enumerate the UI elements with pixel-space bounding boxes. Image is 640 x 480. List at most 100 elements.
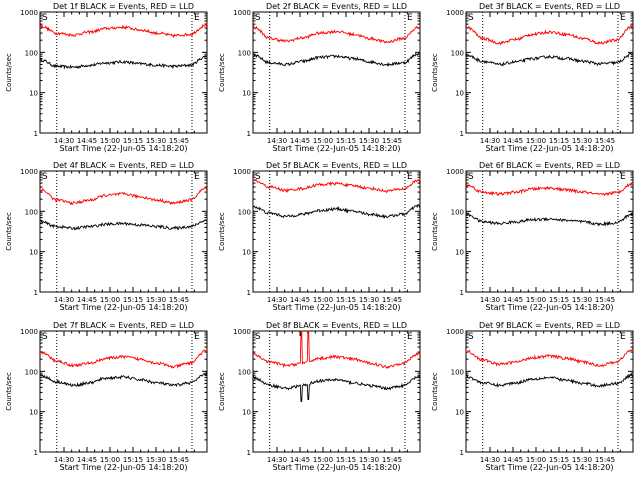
y-tick-label: 10: [455, 90, 464, 98]
x-tick-label: 14:30: [267, 456, 287, 464]
x-tick-label: 14:45: [290, 137, 310, 145]
x-tick-label: 15:15: [336, 296, 356, 304]
plot-frame: [252, 330, 421, 453]
y-axis-label: Counts/sec: [218, 53, 226, 92]
y-tick-label: 10: [455, 409, 464, 417]
y-tick-label: 10: [242, 249, 251, 257]
time-marker-e: E: [620, 332, 626, 342]
time-marker-s: S: [255, 172, 261, 182]
y-tick-label: 1000: [20, 168, 38, 176]
panel-det-4: Det 4f BLACK = Events, RED = LLD Counts/s…: [5, 161, 208, 312]
x-tick-label: 14:45: [503, 296, 523, 304]
x-tick-label: 15:30: [146, 456, 166, 464]
x-tick-label: 15:15: [549, 137, 569, 145]
plot-frame: [252, 11, 421, 134]
y-tick-label: 1: [460, 289, 464, 297]
time-marker-s: S: [42, 172, 48, 182]
y-tick-label: 1000: [233, 328, 251, 336]
x-tick-label: 15:00: [526, 296, 546, 304]
plot-frame: [465, 11, 634, 134]
y-tick-label: 10: [29, 409, 38, 417]
series-line-lld: [252, 330, 421, 370]
time-marker-s: S: [42, 332, 48, 342]
panel-title: Det 7f BLACK = Events, RED = LLD: [53, 321, 194, 330]
x-tick-label: 14:30: [267, 296, 287, 304]
x-tick-label: 14:30: [54, 137, 74, 145]
x-tick-label: 14:30: [480, 296, 500, 304]
x-tick-label: 15:15: [336, 456, 356, 464]
x-tick-label: 15:15: [549, 296, 569, 304]
x-axis-label: Start Time (22-Jun-05 14:18:20): [273, 463, 401, 472]
time-marker-s: S: [468, 13, 474, 23]
x-tick-label: 15:00: [100, 137, 120, 145]
y-tick-label: 1: [247, 289, 251, 297]
y-tick-label: 100: [238, 208, 251, 216]
x-axis-label: Start Time (22-Jun-05 14:18:20): [486, 303, 614, 312]
series-line-lld: [465, 24, 634, 46]
panel-title: Det 8f BLACK = Events, RED = LLD: [266, 321, 407, 330]
x-tick-label: 15:30: [572, 456, 592, 464]
y-tick-label: 1: [34, 130, 38, 138]
panel-det-9: Det 9f BLACK = Events, RED = LLD Counts/s…: [431, 321, 634, 472]
series-line-lld: [465, 348, 634, 368]
time-marker-e: E: [407, 13, 413, 23]
x-tick-label: 15:15: [336, 137, 356, 145]
y-tick-label: 1: [34, 449, 38, 457]
y-tick-label: 100: [451, 49, 464, 57]
y-tick-label: 1000: [20, 9, 38, 17]
y-tick-label: 10: [242, 409, 251, 417]
plot-frame: [39, 11, 208, 134]
x-tick-label: 15:15: [549, 456, 569, 464]
time-marker-s: S: [42, 13, 48, 23]
series-line-events: [465, 373, 634, 388]
panel-det-1: Det 1f BLACK = Events, RED = LLD Counts/s…: [5, 2, 208, 153]
x-axis-label: Start Time (22-Jun-05 14:18:20): [486, 144, 614, 153]
time-marker-e: E: [194, 13, 200, 23]
x-tick-label: 15:45: [382, 296, 402, 304]
panel-det-6: Det 6f BLACK = Events, RED = LLD Counts/s…: [431, 161, 634, 312]
y-axis-label: Counts/sec: [5, 53, 13, 92]
x-tick-label: 15:00: [526, 456, 546, 464]
y-tick-label: 10: [29, 90, 38, 98]
y-tick-label: 100: [25, 368, 38, 376]
panel-title: Det 3f BLACK = Events, RED = LLD: [479, 2, 620, 11]
panel-det-3: Det 3f BLACK = Events, RED = LLD Counts/s…: [431, 2, 634, 153]
x-tick-label: 14:30: [54, 456, 74, 464]
x-tick-label: 14:45: [77, 137, 97, 145]
y-tick-label: 1000: [446, 328, 464, 336]
time-marker-e: E: [194, 172, 200, 182]
y-tick-label: 100: [451, 368, 464, 376]
y-axis-label: Counts/sec: [5, 212, 13, 251]
plot-frame: [39, 170, 208, 293]
y-tick-label: 100: [238, 49, 251, 57]
series-line-events: [465, 52, 634, 67]
y-tick-label: 100: [25, 208, 38, 216]
x-tick-label: 15:00: [313, 137, 333, 145]
time-marker-s: S: [468, 332, 474, 342]
y-tick-label: 100: [451, 208, 464, 216]
x-tick-label: 15:30: [146, 137, 166, 145]
series-line-lld: [252, 178, 421, 194]
panel-title: Det 2f BLACK = Events, RED = LLD: [266, 2, 407, 11]
panel-det-5: Det 5f BLACK = Events, RED = LLD Counts/s…: [218, 161, 421, 312]
time-marker-s: S: [468, 172, 474, 182]
series-line-lld: [39, 22, 208, 39]
x-tick-label: 15:45: [382, 456, 402, 464]
x-tick-label: 15:30: [359, 456, 379, 464]
x-axis-label: Start Time (22-Jun-05 14:18:20): [60, 303, 188, 312]
y-tick-label: 1: [34, 289, 38, 297]
x-tick-label: 14:30: [480, 137, 500, 145]
y-tick-label: 1000: [233, 168, 251, 176]
x-tick-label: 15:15: [123, 296, 143, 304]
y-tick-label: 100: [238, 368, 251, 376]
panel-title: Det 1f BLACK = Events, RED = LLD: [53, 2, 194, 11]
x-tick-label: 14:45: [290, 296, 310, 304]
series-line-events: [252, 204, 421, 219]
panel-title: Det 4f BLACK = Events, RED = LLD: [53, 161, 194, 170]
x-tick-label: 15:00: [313, 296, 333, 304]
series-line-events: [465, 212, 634, 227]
x-axis-label: Start Time (22-Jun-05 14:18:20): [486, 463, 614, 472]
y-tick-label: 10: [455, 249, 464, 257]
x-tick-label: 15:30: [572, 137, 592, 145]
